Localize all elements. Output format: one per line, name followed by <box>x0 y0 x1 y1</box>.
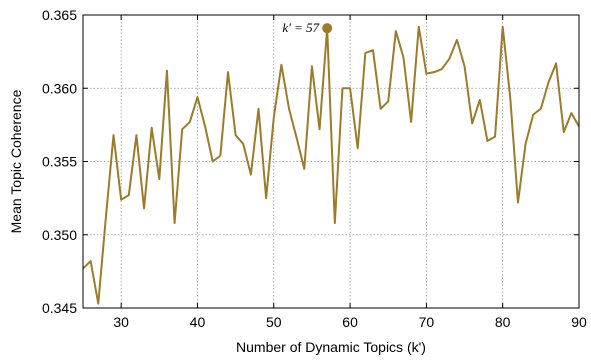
plot-frame <box>82 14 580 309</box>
y-tick-label: 0.350 <box>42 227 77 243</box>
highlight-annotation: k' = 57 <box>282 20 319 35</box>
x-tick-label: 40 <box>190 314 206 330</box>
tick-labels: 30 40 50 60 70 80 90 0.345 0.350 0.355 0.360 0.365 <box>42 7 587 330</box>
x-tick-label: 30 <box>113 314 129 330</box>
series-group <box>82 23 580 305</box>
x-tick-label: 50 <box>266 314 282 330</box>
y-tick-label: 0.360 <box>42 80 77 96</box>
y-tick-label: 0.365 <box>42 7 77 23</box>
y-tick-label: 0.355 <box>42 154 77 170</box>
x-tick-label: 90 <box>571 314 587 330</box>
series-line <box>82 25 580 305</box>
x-tick-label: 60 <box>342 314 358 330</box>
y-axis-label: Mean Topic Coherence <box>8 89 24 233</box>
y-tick-label: 0.345 <box>42 300 77 316</box>
highlight-point <box>322 23 333 34</box>
x-tick-label: 80 <box>495 314 511 330</box>
x-tick-label: 70 <box>419 314 435 330</box>
x-axis-label: Number of Dynamic Topics (k') <box>236 339 426 355</box>
